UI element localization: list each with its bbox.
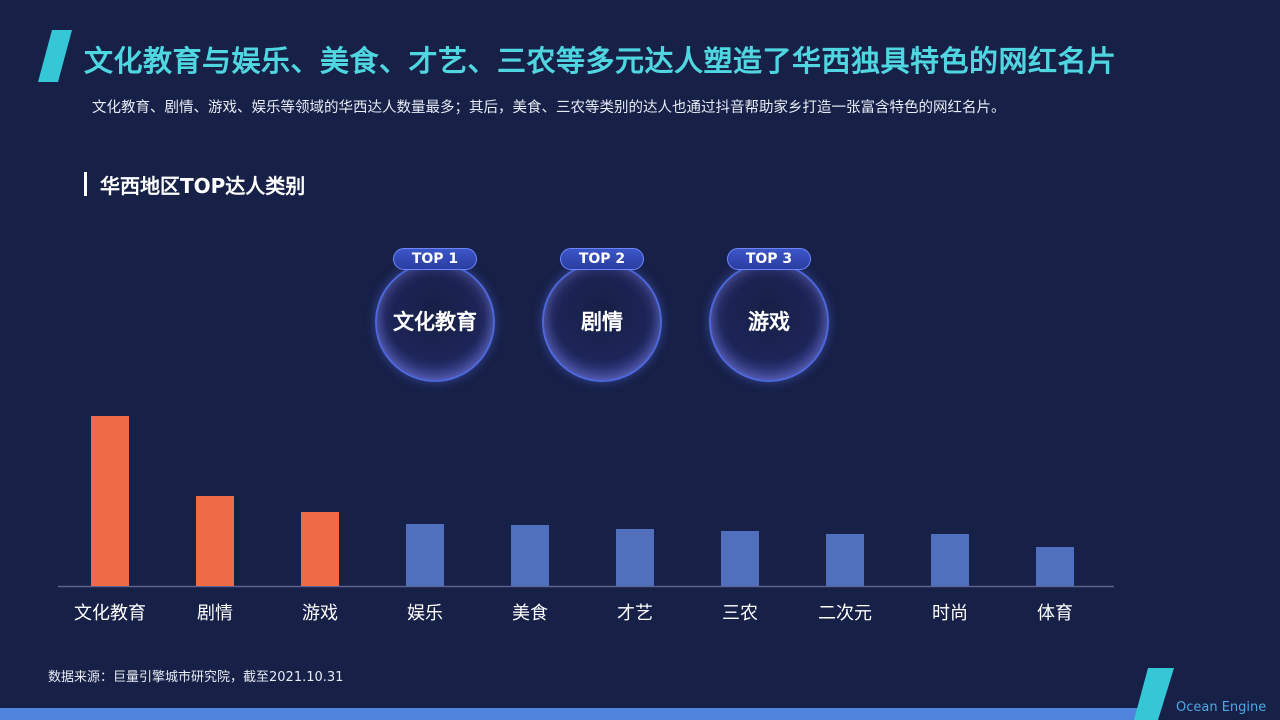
top-bubble-2 [542, 262, 662, 382]
x-tick-label-1: 文化教育 [74, 603, 146, 624]
bar-chart: 文化教育 剧情 游戏 娱乐 美食 才艺 三农 二次元 时尚 体育 [58, 416, 1114, 624]
brand-slash-shape [1134, 668, 1174, 720]
bar-5 [511, 525, 549, 586]
x-tick-label-5: 美食 [512, 603, 548, 624]
section-title: 华西地区TOP达人类别 [100, 174, 306, 198]
bar-9 [931, 534, 969, 586]
title-accent-shape [38, 30, 72, 82]
bar-1 [91, 416, 129, 586]
bar-8 [826, 534, 864, 586]
x-tick-label-3: 游戏 [302, 603, 338, 624]
top-card-1: TOP 1 文化教育 [369, 248, 501, 382]
x-tick-label-7: 三农 [722, 603, 758, 624]
x-tick-label-4: 娱乐 [407, 603, 443, 624]
x-tick-label-9: 时尚 [932, 603, 968, 624]
brand-logo-text: Ocean Engine [1176, 700, 1267, 715]
bar-7 [721, 531, 759, 586]
top-label-3: 游戏 [748, 310, 790, 334]
top-label-1: 文化教育 [393, 310, 477, 334]
bar-2 [196, 496, 234, 586]
section-marker [84, 172, 87, 196]
bar-10 [1036, 547, 1074, 586]
top-card-2: TOP 2 剧情 [536, 248, 668, 382]
bar-4 [406, 524, 444, 586]
top-bubble-3 [709, 262, 829, 382]
footer-bar [0, 708, 1140, 720]
x-tick-label-6: 才艺 [617, 603, 653, 624]
x-tick-label-10: 体育 [1037, 603, 1073, 624]
bar-6 [616, 529, 654, 586]
top-badge-2: TOP 2 [560, 248, 644, 270]
page-title: 文化教育与娱乐、美食、才艺、三农等多元达人塑造了华西独具特色的网红名片 [84, 44, 1117, 78]
bar-3 [301, 512, 339, 586]
page-subtitle: 文化教育、剧情、游戏、娱乐等领域的华西达人数量最多；其后，美食、三农等类别的达人… [92, 100, 1006, 116]
top-card-3: TOP 3 游戏 [703, 248, 835, 382]
top-badge-1: TOP 1 [393, 248, 477, 270]
x-tick-label-2: 剧情 [197, 603, 233, 624]
data-source-note: 数据来源：巨量引擎城市研究院，截至2021.10.31 [48, 670, 344, 685]
top-label-2: 剧情 [581, 310, 623, 334]
top-badge-3: TOP 3 [727, 248, 811, 270]
x-tick-label-8: 二次元 [818, 603, 872, 624]
